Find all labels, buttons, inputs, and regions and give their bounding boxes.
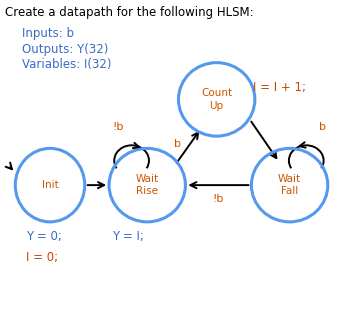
Text: !b: !b (112, 122, 124, 132)
Text: Init: Init (42, 180, 58, 190)
Text: Wait
Rise: Wait Rise (136, 174, 159, 196)
Text: Variables: I(32): Variables: I(32) (22, 58, 112, 71)
Text: Wait
Fall: Wait Fall (278, 174, 301, 196)
Text: !b: !b (213, 194, 224, 204)
Text: Count
Up: Count Up (201, 88, 232, 111)
Text: Inputs: b: Inputs: b (22, 28, 74, 40)
Text: Outputs: Y(32): Outputs: Y(32) (22, 43, 108, 56)
Text: Y = I;: Y = I; (112, 230, 144, 243)
Text: b: b (319, 122, 326, 132)
Text: I = 0;: I = 0; (26, 251, 58, 264)
Text: b: b (174, 139, 181, 149)
Text: Y = 0;: Y = 0; (26, 230, 62, 243)
Text: Create a datapath for the following HLSM:: Create a datapath for the following HLSM… (5, 6, 253, 19)
Text: I = I + 1;: I = I + 1; (253, 81, 306, 94)
